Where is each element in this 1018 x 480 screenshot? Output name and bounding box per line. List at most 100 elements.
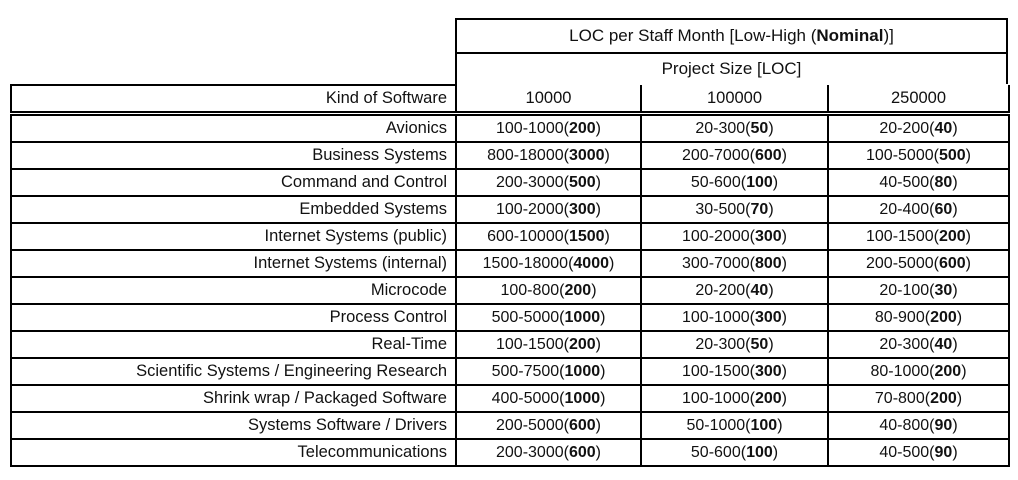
value-nominal: 600: [568, 443, 596, 461]
row-label: Internet Systems (public): [10, 222, 457, 251]
value-range: 20-200(: [879, 119, 935, 137]
value-cell: 100-1500(200): [827, 222, 1010, 251]
value-close-paren: ): [781, 254, 787, 272]
value-cell: 20-200(40): [827, 112, 1010, 143]
value-nominal: 1000: [564, 389, 601, 407]
value-close-paren: ): [781, 362, 787, 380]
value-close-paren: ): [768, 335, 774, 353]
value-cell: 40-500(90): [827, 438, 1010, 467]
value-nominal: 50: [750, 335, 769, 353]
value-cell: 800-18000(3000): [455, 141, 642, 170]
value-range: 100-1000(: [496, 119, 569, 137]
value-nominal: 600: [568, 416, 596, 434]
value-cell: 100-1000(200): [640, 384, 829, 413]
table-row: Internet Systems (public) 600-10000(1500)…: [10, 222, 1010, 251]
value-range: 1500-18000(: [482, 254, 574, 272]
value-cell: 400-5000(1000): [455, 384, 642, 413]
value-nominal: 40: [934, 335, 953, 353]
value-close-paren: ): [952, 443, 958, 461]
row-label: Shrink wrap / Packaged Software: [10, 384, 457, 413]
value-close-paren: ): [595, 200, 601, 218]
size-header-100000: 100000: [640, 85, 829, 116]
value-close-paren: ): [595, 119, 601, 137]
value-nominal: 800: [754, 254, 782, 272]
value-cell: 500-7500(1000): [455, 357, 642, 386]
value-nominal: 40: [750, 281, 769, 299]
value-cell: 80-900(200): [827, 303, 1010, 332]
table-title-prefix: LOC per Staff Month [Low-High (: [569, 26, 817, 45]
value-nominal: 200: [930, 308, 957, 326]
value-nominal: 100: [750, 416, 778, 434]
value-close-paren: ): [956, 308, 963, 326]
value-cell: 200-7000(600): [640, 141, 829, 170]
row-label: Systems Software / Drivers: [10, 411, 457, 440]
value-range: 100-1500(: [682, 362, 755, 380]
value-close-paren: ): [781, 146, 787, 164]
value-close-paren: ): [952, 200, 958, 218]
value-cell: 100-800(200): [455, 276, 642, 305]
value-cell: 200-3000(600): [455, 438, 642, 467]
value-range: 500-5000(: [491, 308, 565, 326]
project-size-subtitle: Project Size [LOC]: [661, 59, 802, 78]
value-close-paren: ): [965, 146, 971, 164]
value-close-paren: ): [772, 173, 779, 191]
value-range: 500-7500(: [491, 362, 565, 380]
value-close-paren: ): [768, 119, 774, 137]
value-nominal: 200: [568, 119, 596, 137]
value-range: 80-1000(: [870, 362, 935, 380]
value-cell: 40-800(90): [827, 411, 1010, 440]
value-close-paren: ): [781, 389, 787, 407]
value-nominal: 200: [564, 281, 592, 299]
value-nominal: 200: [930, 389, 957, 407]
table-row: Process Control 500-5000(1000) 100-1000(30…: [10, 303, 1010, 332]
table-title-suffix: )]: [883, 26, 894, 45]
value-cell: 20-100(30): [827, 276, 1010, 305]
value-range: 300-7000(: [682, 254, 755, 272]
value-range: 200-5000(: [866, 254, 939, 272]
value-cell: 200-5000(600): [827, 249, 1010, 278]
value-range: 20-100(: [879, 281, 935, 299]
value-range: 100-1500(: [866, 227, 939, 245]
value-cell: 20-200(40): [640, 276, 829, 305]
value-close-paren: ): [604, 227, 610, 245]
value-range: 50-600(: [690, 173, 747, 191]
value-close-paren: ): [952, 173, 958, 191]
value-nominal: 300: [754, 227, 782, 245]
value-cell: 80-1000(200): [827, 357, 1010, 386]
table-row: Command and Control 200-3000(500) 50-600(1…: [10, 168, 1010, 197]
row-label: Real-Time: [10, 330, 457, 359]
value-range: 40-500(: [879, 173, 935, 191]
value-range: 200-3000(: [496, 443, 569, 461]
row-label: Avionics: [10, 112, 457, 143]
table-row: Shrink wrap / Packaged Software 400-5000(…: [10, 384, 1010, 413]
value-cell: 100-1000(300): [640, 303, 829, 332]
value-close-paren: ): [600, 389, 606, 407]
value-close-paren: ): [965, 254, 971, 272]
table-row: Systems Software / Drivers 200-5000(600) 5…: [10, 411, 1010, 440]
value-cell: 500-5000(1000): [455, 303, 642, 332]
value-close-paren: ): [595, 335, 601, 353]
value-cell: 50-1000(100): [640, 411, 829, 440]
value-close-paren: ): [965, 227, 971, 245]
value-range: 70-800(: [874, 389, 931, 407]
value-cell: 100-2000(300): [640, 222, 829, 251]
table-body: Avionics 100-1000(200) 20-300(50) 20-200(40…: [10, 112, 1010, 467]
value-range: 100-1000(: [682, 308, 755, 326]
value-range: 100-2000(: [682, 227, 755, 245]
table-row: Microcode 100-800(200) 20-200(40) 20-100(30…: [10, 276, 1010, 305]
value-cell: 600-10000(1500): [455, 222, 642, 251]
value-nominal: 50: [750, 119, 769, 137]
value-cell: 30-500(70): [640, 195, 829, 224]
value-range: 40-800(: [879, 416, 935, 434]
value-cell: 20-300(50): [640, 112, 829, 143]
row-label: Embedded Systems: [10, 195, 457, 224]
value-nominal: 600: [754, 146, 782, 164]
value-close-paren: ): [952, 416, 958, 434]
value-close-paren: ): [952, 281, 958, 299]
value-range: 100-2000(: [496, 200, 569, 218]
value-nominal: 30: [934, 281, 953, 299]
value-close-paren: ): [952, 119, 958, 137]
value-nominal: 100: [746, 173, 773, 191]
table-title-nominal: Nominal: [816, 26, 884, 45]
value-close-paren: ): [595, 443, 601, 461]
